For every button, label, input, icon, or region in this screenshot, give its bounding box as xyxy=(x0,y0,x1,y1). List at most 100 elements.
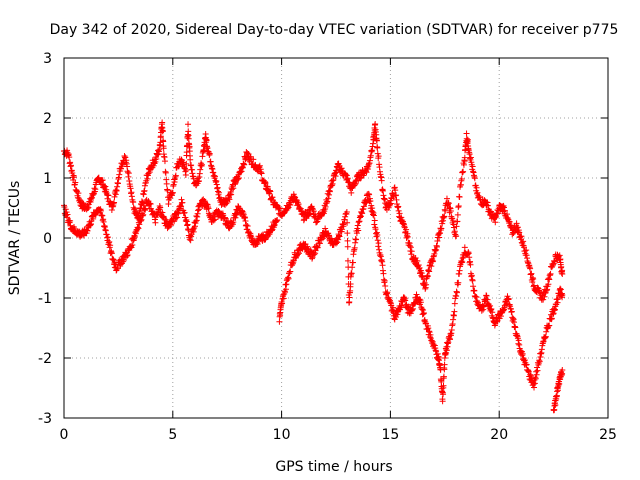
data-point xyxy=(533,371,540,378)
data-point xyxy=(171,218,178,225)
data-point xyxy=(417,299,424,306)
data-point xyxy=(374,237,381,244)
data-point xyxy=(324,198,331,205)
data-point xyxy=(382,282,389,289)
data-point xyxy=(256,162,263,169)
data-point xyxy=(426,268,433,275)
data-point xyxy=(531,384,538,391)
data-point xyxy=(349,259,356,266)
data-point xyxy=(370,212,377,219)
data-point xyxy=(363,169,370,176)
data-point xyxy=(458,175,465,182)
data-point xyxy=(492,219,499,226)
data-point xyxy=(443,347,450,354)
data-point xyxy=(527,265,534,272)
data-point xyxy=(250,156,257,163)
data-point xyxy=(179,199,186,206)
data-point xyxy=(71,174,78,181)
data-point xyxy=(170,181,177,188)
data-point xyxy=(419,273,426,280)
data-point xyxy=(408,248,415,255)
data-point xyxy=(439,220,446,227)
data-point xyxy=(138,216,145,223)
data-point xyxy=(380,270,387,277)
data-point xyxy=(348,189,355,196)
data-point xyxy=(531,380,538,387)
data-point xyxy=(307,247,314,254)
data-point xyxy=(332,173,339,180)
y-tick-label: -2 xyxy=(38,351,52,367)
data-point xyxy=(447,336,454,343)
data-point xyxy=(307,210,314,217)
data-point xyxy=(440,391,447,398)
data-point xyxy=(548,315,555,322)
data-point xyxy=(66,154,73,161)
data-point xyxy=(244,223,251,230)
data-point xyxy=(487,302,494,309)
data-point xyxy=(417,267,424,274)
data-point xyxy=(499,203,506,210)
data-point xyxy=(440,382,447,389)
data-point xyxy=(559,292,566,298)
data-point xyxy=(451,300,458,307)
data-point xyxy=(347,280,354,287)
data-point xyxy=(111,199,118,206)
data-point xyxy=(484,202,491,209)
x-tick-label: 25 xyxy=(599,427,617,443)
data-point xyxy=(367,152,374,159)
x-tick-label: 0 xyxy=(60,427,69,443)
data-point xyxy=(428,263,435,270)
data-point xyxy=(344,257,351,264)
data-point xyxy=(512,324,519,331)
data-point xyxy=(402,297,409,304)
data-point xyxy=(447,207,454,214)
y-tick-label: 3 xyxy=(43,51,52,67)
data-point xyxy=(90,215,97,222)
data-point xyxy=(419,306,426,313)
data-point xyxy=(72,179,79,186)
data-point xyxy=(466,254,473,261)
data-point xyxy=(559,271,566,277)
data-point xyxy=(505,295,512,302)
data-point xyxy=(450,224,457,231)
data-point xyxy=(554,296,561,303)
data-point xyxy=(172,172,179,179)
y-tick-label: 2 xyxy=(43,111,52,127)
data-point xyxy=(374,144,381,151)
data-point xyxy=(366,191,373,198)
data-point xyxy=(545,281,552,288)
data-point xyxy=(129,241,136,248)
data-point xyxy=(159,119,166,126)
y-tick-label: -1 xyxy=(38,291,52,307)
data-point xyxy=(420,276,427,283)
data-point xyxy=(183,149,190,156)
data-point xyxy=(108,250,115,257)
data-point xyxy=(508,308,515,315)
data-point xyxy=(534,367,541,374)
data-point xyxy=(378,177,385,184)
data-point xyxy=(461,244,468,251)
data-point xyxy=(460,168,467,175)
data-point xyxy=(99,177,106,184)
data-point xyxy=(441,213,448,220)
data-point xyxy=(335,236,342,243)
data-point xyxy=(215,189,222,196)
data-point xyxy=(75,190,82,197)
x-tick-label: 5 xyxy=(168,427,177,443)
data-point xyxy=(424,273,431,280)
data-point xyxy=(64,211,71,218)
data-point xyxy=(471,287,478,294)
data-point xyxy=(125,170,132,177)
data-point xyxy=(235,174,242,181)
data-point xyxy=(483,292,490,299)
data-point xyxy=(130,199,137,206)
data-point xyxy=(258,170,265,177)
data-point xyxy=(116,171,123,178)
data-point xyxy=(344,243,351,250)
data-point xyxy=(206,150,213,157)
data-point xyxy=(438,225,445,232)
data-point xyxy=(296,250,303,257)
data-point xyxy=(198,161,205,168)
data-point xyxy=(469,277,476,284)
